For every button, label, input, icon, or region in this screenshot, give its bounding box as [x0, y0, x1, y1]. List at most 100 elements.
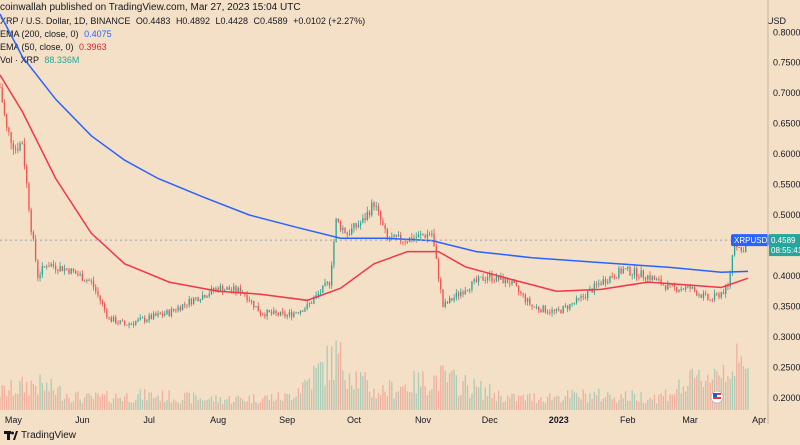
- candle-body: [658, 279, 660, 280]
- volume-bar: [137, 394, 139, 410]
- volume-bar: [620, 394, 622, 410]
- volume-bar: [428, 390, 431, 410]
- candle-body: [600, 283, 602, 285]
- candle-body: [275, 310, 277, 314]
- volume-bar: [480, 380, 482, 410]
- candle-body: [549, 312, 551, 314]
- candle-body: [12, 143, 15, 149]
- volume-bar: [613, 397, 616, 410]
- candle-body: [132, 323, 135, 325]
- candle-body: [70, 268, 72, 274]
- volume-bar: [473, 378, 475, 410]
- volume-bar: [466, 385, 469, 410]
- volume-bar: [39, 374, 41, 410]
- volume-bar: [237, 395, 239, 410]
- volume-bar: [324, 385, 326, 410]
- volume-bar: [66, 393, 68, 410]
- candle-body: [469, 289, 471, 291]
- candle-body: [282, 311, 284, 313]
- candle-body: [682, 288, 685, 290]
- candle-body: [130, 323, 133, 325]
- time-tick-label: Sep: [279, 415, 295, 425]
- volume-bar: [573, 392, 575, 410]
- volume-bar: [549, 393, 551, 410]
- volume-bar: [359, 372, 362, 410]
- candle-body: [344, 227, 346, 233]
- candle-body: [101, 300, 104, 304]
- candle-body: [671, 284, 673, 286]
- volume-bar: [687, 385, 689, 410]
- time-tick-label: Apr: [752, 415, 766, 425]
- candle-body: [83, 280, 86, 282]
- volume-bar: [188, 392, 190, 410]
- candle-body: [0, 87, 1, 88]
- volume-bar: [669, 394, 671, 410]
- volume-bar: [112, 398, 115, 410]
- candle-body: [295, 312, 297, 314]
- volume-bar: [290, 399, 293, 410]
- volume-bar: [518, 395, 520, 410]
- volume-bar: [700, 380, 702, 410]
- candle-body: [471, 281, 473, 290]
- volume-bar: [553, 397, 555, 410]
- volume-bar: [299, 393, 302, 410]
- candle-body: [729, 272, 731, 287]
- volume-bar: [640, 392, 642, 410]
- candle-body: [342, 227, 344, 230]
- candle-body: [417, 234, 420, 238]
- volume-bar: [10, 379, 12, 410]
- volume-bar: [413, 370, 415, 410]
- volume-bar: [3, 386, 6, 410]
- volume-bar: [422, 371, 424, 410]
- volume-bar: [408, 391, 411, 410]
- candle-body: [228, 287, 230, 290]
- volume-bar: [368, 391, 371, 410]
- volume-bar: [21, 376, 23, 410]
- candle-body: [635, 268, 638, 278]
- volume-bar: [233, 401, 235, 410]
- volume-bar: [257, 403, 259, 410]
- candle-body: [224, 289, 226, 292]
- candle-body: [437, 258, 440, 280]
- volume-bar: [90, 395, 92, 410]
- volume-bar: [239, 397, 242, 410]
- volume-bar: [19, 381, 21, 410]
- price-axis[interactable]: USD 0.20000.25000.30000.35000.40000.4500…: [767, 16, 800, 403]
- candle-body: [647, 275, 649, 280]
- candle-body: [444, 301, 446, 307]
- volume-bar: [595, 394, 598, 410]
- volume-bar: [282, 401, 284, 410]
- volume-bar: [662, 396, 665, 410]
- volume-bar: [402, 386, 404, 410]
- candle-body: [580, 296, 582, 299]
- candle-body: [453, 297, 455, 301]
- volume-bar: [578, 397, 580, 410]
- candle-body: [144, 317, 146, 322]
- candle-body: [718, 293, 720, 298]
- volume-bar: [364, 372, 366, 410]
- candle-body: [622, 268, 624, 274]
- candle-body: [235, 286, 237, 292]
- volume-bar: [208, 398, 210, 410]
- candle-body: [542, 305, 544, 313]
- candle-body: [667, 284, 669, 290]
- candle-body: [61, 266, 63, 271]
- time-axis[interactable]: May Jun Jul Aug Sep Oct Nov Dec 2023 Feb Mar Apr: [5, 415, 766, 425]
- volume-bar: [46, 382, 48, 410]
- volume-bar: [633, 393, 636, 410]
- candle-body: [644, 277, 647, 280]
- candle-body: [1, 87, 3, 103]
- volume-bar: [471, 393, 473, 410]
- volume-bar: [747, 368, 749, 410]
- price-tick-label: 0.8000: [773, 27, 800, 37]
- candle-body: [368, 211, 371, 216]
- volume-bar: [709, 382, 711, 410]
- volume-bar: [43, 390, 46, 410]
- volume-bar: [175, 400, 177, 410]
- event-icon[interactable]: [710, 390, 724, 404]
- candle-body: [237, 287, 239, 292]
- candle-body: [477, 276, 480, 282]
- price-badge-countdown: 08:55:41: [771, 246, 800, 255]
- candle-body: [208, 293, 210, 297]
